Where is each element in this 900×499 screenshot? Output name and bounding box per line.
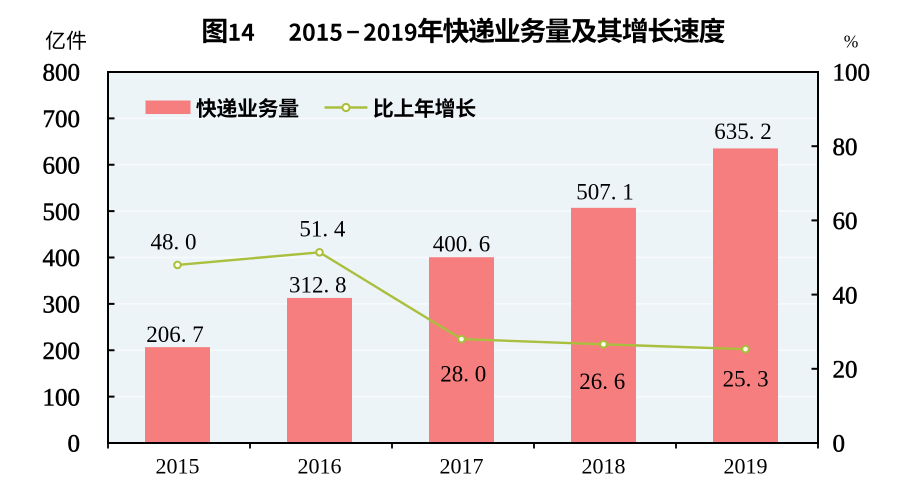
svg-text:206. 7: 206. 7 xyxy=(146,322,204,347)
svg-text:28. 0: 28. 0 xyxy=(440,361,486,386)
svg-text:507. 1: 507. 1 xyxy=(576,179,634,204)
svg-text:312. 8: 312. 8 xyxy=(289,273,347,298)
svg-text:0: 0 xyxy=(833,431,846,458)
svg-text:600: 600 xyxy=(43,152,81,179)
svg-text:0: 0 xyxy=(68,431,81,458)
svg-text:2016: 2016 xyxy=(298,453,342,478)
svg-text:%: % xyxy=(844,32,859,52)
svg-text:48. 0: 48. 0 xyxy=(151,230,197,255)
svg-text:400. 6: 400. 6 xyxy=(433,232,491,257)
svg-text:26. 6: 26. 6 xyxy=(579,369,625,394)
svg-text:100: 100 xyxy=(833,60,871,87)
svg-text:700: 700 xyxy=(43,106,81,133)
svg-text:40: 40 xyxy=(833,282,858,309)
svg-text:25. 3: 25. 3 xyxy=(723,367,769,392)
svg-text:20: 20 xyxy=(833,357,858,384)
svg-text:800: 800 xyxy=(43,60,81,87)
svg-text:635. 2: 635. 2 xyxy=(714,119,772,144)
svg-text:200: 200 xyxy=(43,338,81,365)
svg-text:100: 100 xyxy=(43,384,81,411)
svg-text:80: 80 xyxy=(833,134,858,161)
svg-text:300: 300 xyxy=(43,292,81,319)
svg-text:500: 500 xyxy=(43,199,81,226)
svg-text:2015: 2015 xyxy=(156,453,200,478)
svg-text:2018: 2018 xyxy=(582,453,626,478)
svg-text:2017: 2017 xyxy=(440,453,484,478)
svg-text:400: 400 xyxy=(43,245,81,272)
svg-text:51. 4: 51. 4 xyxy=(299,217,346,242)
svg-text:60: 60 xyxy=(833,208,858,235)
svg-text:2019: 2019 xyxy=(724,453,768,478)
